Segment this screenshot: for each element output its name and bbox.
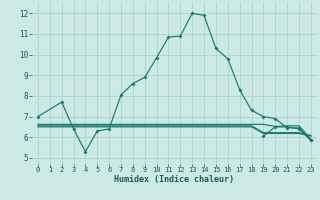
X-axis label: Humidex (Indice chaleur): Humidex (Indice chaleur) [115,175,234,184]
